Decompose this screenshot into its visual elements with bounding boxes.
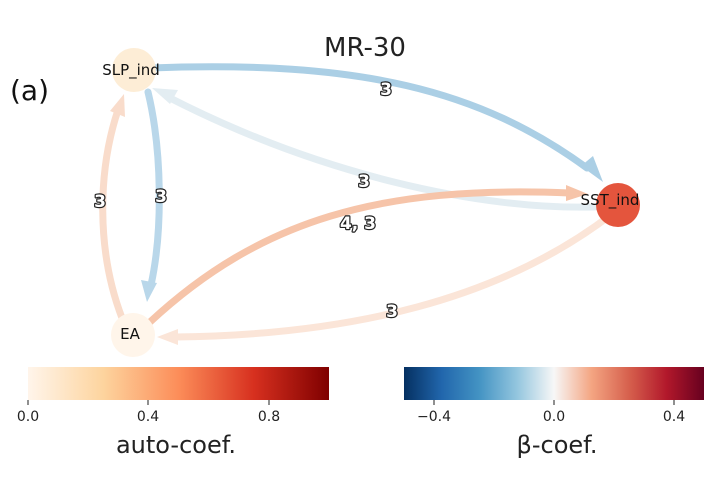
beta-tick-1: 0.0: [543, 409, 565, 425]
edge-sst-to-ea: [157, 210, 616, 345]
auto-tick-1: 0.4: [137, 409, 159, 425]
edge-label-ea-to-sst: 4, 3: [340, 214, 376, 234]
edge-label-slp-to-ea: 3: [155, 187, 167, 207]
auto-tick-2: 0.8: [258, 409, 280, 425]
colorbar-beta-title: β-coef.: [517, 431, 598, 459]
node-sst: SST_ind: [581, 183, 640, 227]
panel-label: (a): [10, 74, 49, 107]
edge-label-sst-to-slp: 3: [358, 172, 370, 192]
node-label-ea: EA: [120, 325, 140, 343]
colorbar-auto-gradient: [28, 367, 329, 400]
colorbar-auto-coef: 0.0 0.4 0.8 auto-coef.: [17, 367, 329, 459]
edge-sst-to-slp: [152, 88, 599, 211]
node-label-sst: SST_ind: [581, 191, 640, 210]
edge-label-sst-to-ea: 3: [386, 302, 398, 322]
edge-ea-to-sst: [146, 185, 588, 326]
edge-label-slp-to-sst: 3: [380, 80, 392, 100]
node-slp: SLP_ind: [102, 48, 160, 92]
node-ea: EA: [111, 313, 155, 357]
chart-title: MR-30: [324, 33, 406, 63]
colorbar-auto-title: auto-coef.: [116, 431, 236, 459]
edges: [99, 63, 616, 345]
beta-tick-0: −0.4: [417, 409, 451, 425]
colorbar-beta-coef: −0.4 0.0 0.4 β-coef.: [404, 367, 704, 459]
auto-tick-0: 0.0: [17, 409, 39, 425]
beta-tick-2: 0.4: [663, 409, 685, 425]
edge-slp-to-ea: [141, 88, 163, 302]
edge-ea-to-slp: [99, 94, 126, 322]
colorbar-beta-gradient: [404, 367, 704, 400]
edge-label-ea-to-slp: 3: [94, 192, 106, 212]
edge-slp-to-sst: [146, 63, 603, 182]
node-label-slp: SLP_ind: [102, 61, 160, 80]
